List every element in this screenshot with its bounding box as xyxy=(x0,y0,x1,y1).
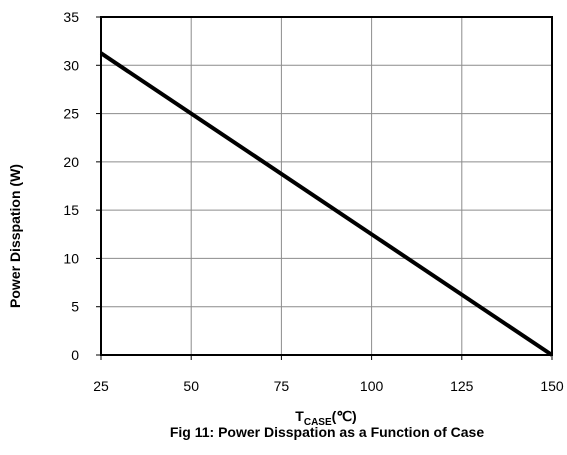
x-tick-label-4: 125 xyxy=(450,378,474,394)
y-axis-ticks: 0 5 10 15 20 25 30 35 xyxy=(63,9,101,363)
x-axis-label-unit: (℃) xyxy=(332,408,357,424)
x-tick-label-1: 50 xyxy=(183,378,199,394)
y-tick-label-3: 15 xyxy=(63,202,79,218)
y-tick-label-2: 10 xyxy=(63,250,79,266)
y-tick-label-4: 20 xyxy=(63,154,79,170)
x-axis-label-main: T xyxy=(295,408,304,424)
series-group xyxy=(99,51,554,357)
x-tick-label-0: 25 xyxy=(93,378,109,394)
x-axis-label: TCASE(℃) xyxy=(295,408,356,428)
y-tick-label-6: 30 xyxy=(63,57,79,73)
x-axis-label-sub: CASE xyxy=(304,417,332,428)
y-tick-label-7: 35 xyxy=(63,9,79,25)
chart-caption: Fig 11: Power Disspation as a Function o… xyxy=(170,424,485,440)
y-axis-label: Power Disspation (W) xyxy=(7,164,23,308)
y-tick-label-1: 5 xyxy=(71,299,79,315)
plot-area-frame xyxy=(100,16,553,356)
y-tick-label-5: 25 xyxy=(63,106,79,122)
series-line-0 xyxy=(99,51,554,357)
x-axis-ticks: 25 50 75 100 125 150 xyxy=(93,355,564,394)
x-tick-label-5: 150 xyxy=(540,378,564,394)
y-tick-label-0: 0 xyxy=(71,347,79,363)
x-tick-label-2: 75 xyxy=(274,378,290,394)
grid-lines xyxy=(100,16,553,356)
x-tick-label-3: 100 xyxy=(360,378,384,394)
